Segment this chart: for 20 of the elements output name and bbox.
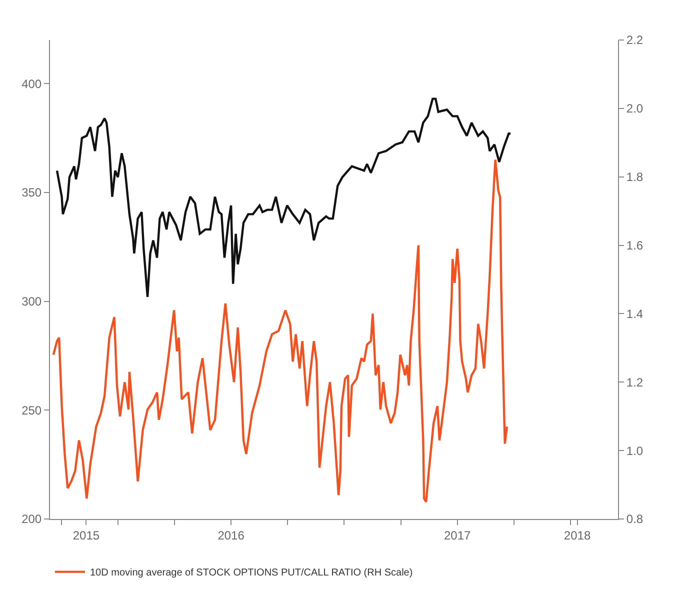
y-tick-label: 250 [22,403,42,418]
y2-tick-label: 1.2 [626,375,644,390]
x-tick-label: 2016 [218,528,245,542]
y2-tick-label: 1.0 [626,444,644,458]
line-series [52,158,508,503]
y2-tick-label: 1.8 [626,170,644,184]
y-tick-label: 200 [22,512,42,526]
y-tick-label: 350 [22,186,42,200]
y2-tick-label: 2.0 [626,102,644,116]
y2-tick-label: 2.2 [626,33,644,48]
y2-tick-label: 1.6 [626,238,644,252]
x-tick-label: 2018 [564,528,591,542]
y2-tick-label: 0.8 [626,512,644,526]
y-tick-label: 400 [22,76,42,91]
line-series [56,98,512,298]
y-tick-label: 300 [22,294,42,308]
legend-label: 10D moving average of STOCK OPTIONS PUT/CALL RATIO (RH Scale) [90,568,413,579]
x-tick-label: 2015 [72,528,100,542]
x-tick-label: 2017 [444,528,471,542]
y2-tick-label: 1.4 [626,306,644,321]
